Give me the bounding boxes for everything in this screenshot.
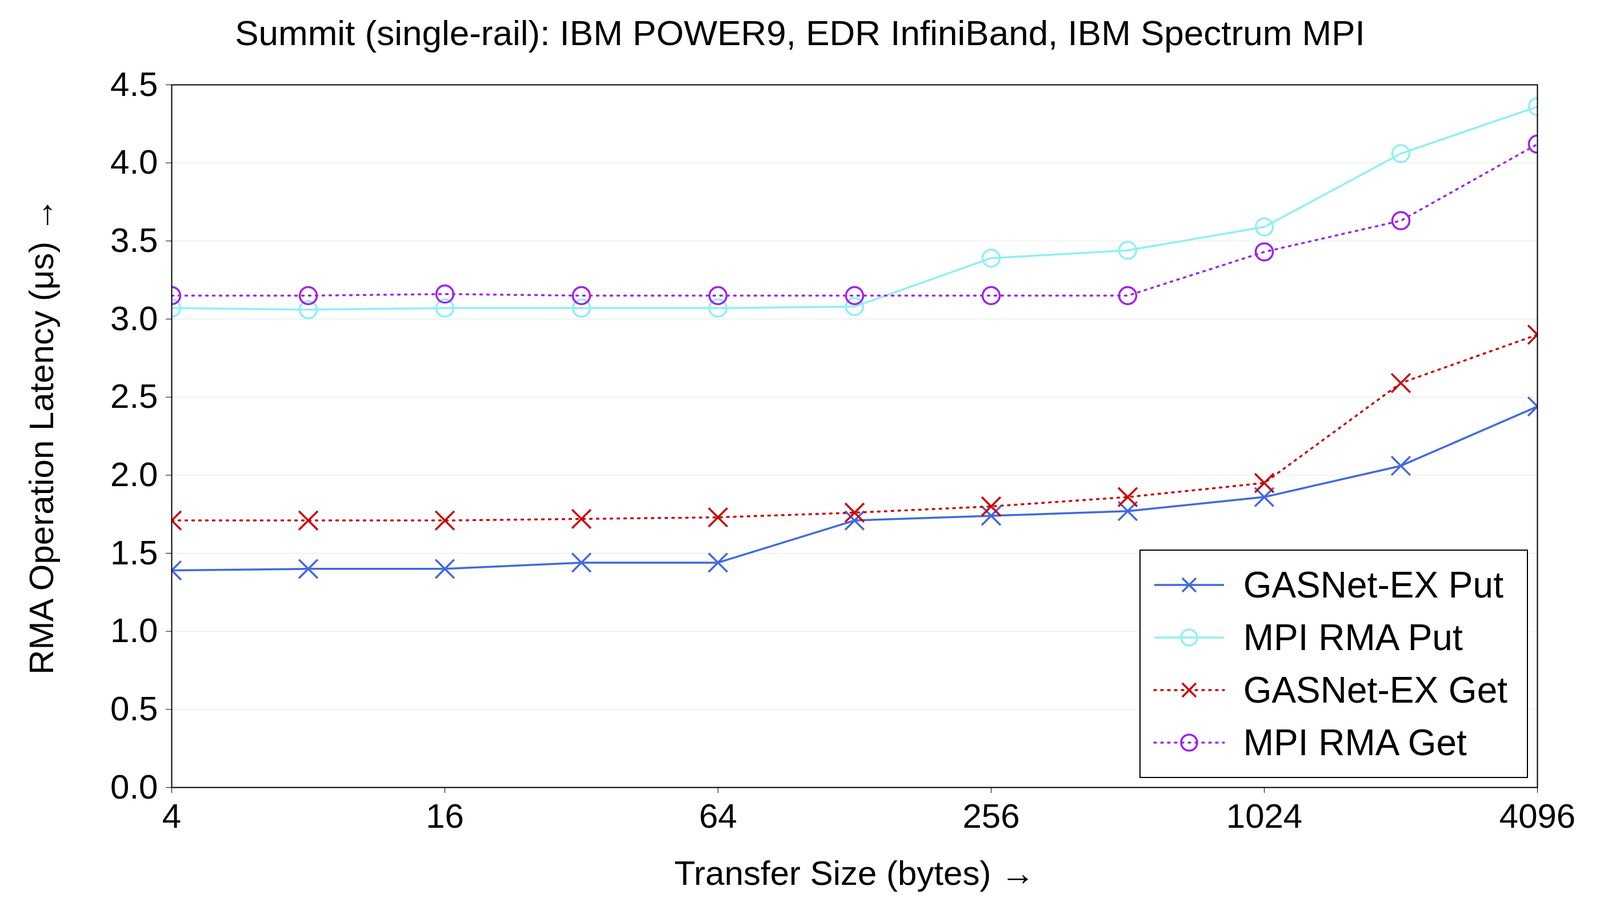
html-text:GASNet-EX Put: GASNet-EX Put	[1243, 564, 1504, 606]
svg-text:4: 4	[162, 797, 182, 836]
svg-text:1.5: 1.5	[110, 533, 158, 572]
svg-text:0.0: 0.0	[110, 768, 158, 807]
svg-text:2.5: 2.5	[110, 377, 158, 416]
svg-text:4096: 4096	[1499, 797, 1576, 836]
svg-text:1.0: 1.0	[110, 611, 158, 650]
svg-text:Transfer Size (bytes) →: Transfer Size (bytes) →	[674, 854, 1035, 893]
html-text:MPI RMA Get: MPI RMA Get	[1243, 722, 1467, 764]
svg-text:4.0: 4.0	[110, 142, 158, 182]
svg-text:64: 64	[698, 797, 738, 836]
svg-text:RMA Operation Latency (μs) →: RMA Operation Latency (μs) →	[22, 197, 61, 675]
svg-text:256: 256	[962, 797, 1020, 836]
svg-text:1024: 1024	[1226, 797, 1303, 836]
svg-text:2.0: 2.0	[110, 455, 158, 494]
html-text:MPI RMA Put: MPI RMA Put	[1243, 617, 1463, 659]
svg-text:4.5: 4.5	[110, 67, 158, 104]
html-text:GASNet-EX Get: GASNet-EX Get	[1243, 669, 1508, 711]
svg-text:16: 16	[425, 797, 464, 836]
html-text:Summit (single-rail): IBM POWE: Summit (single-rail): IBM POWER9, EDR In…	[234, 13, 1366, 53]
svg-text:3.5: 3.5	[110, 221, 158, 260]
svg-text:3.0: 3.0	[110, 299, 158, 338]
svg-text:0.5: 0.5	[110, 689, 158, 728]
